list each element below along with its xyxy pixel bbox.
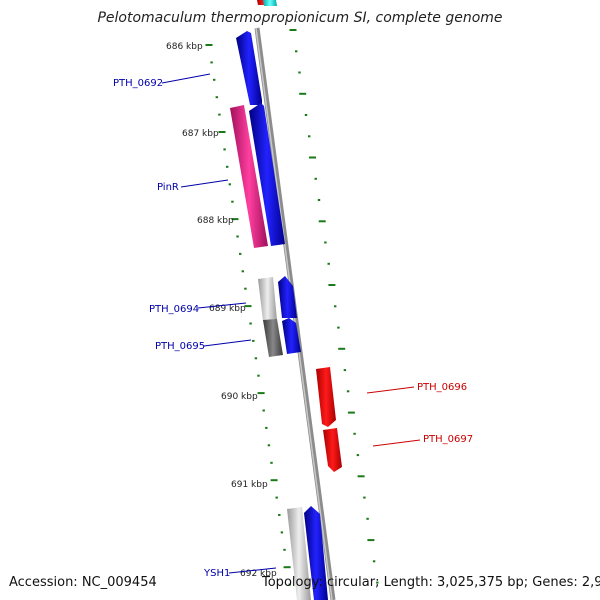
leader-pth0696: [366, 386, 415, 394]
gene-pth0697-bar[interactable]: [323, 428, 342, 472]
tick-ring-inner: [205, 44, 291, 586]
leader-ysh1: [228, 567, 277, 574]
gene-pth0694-grey[interactable]: [258, 277, 277, 321]
tick-label-689kbp: 689 kbp: [209, 304, 246, 314]
gene-ysh1-grey[interactable]: [287, 507, 311, 600]
tick-label-687kbp: 687 kbp: [182, 129, 219, 139]
gene-label-pth0692[interactable]: PTH_0692: [113, 78, 163, 89]
gene-label-pth0697[interactable]: PTH_0697: [423, 434, 473, 445]
accession-text: Accession: NC_009454: [9, 575, 157, 590]
gene-top-cyan[interactable]: [263, 0, 277, 6]
leader-pinR: [180, 179, 229, 188]
gene-pinR-bar[interactable]: [230, 105, 268, 248]
gene-pth0692-arrow[interactable]: [236, 31, 262, 105]
topology-text: Topology: circular; Length: 3,025,375 bp…: [262, 575, 600, 590]
tick-label-692kbp: 692 kbp: [240, 569, 277, 579]
gene-label-pth0695[interactable]: PTH_0695: [155, 341, 205, 352]
leader-pth0692: [161, 73, 211, 84]
gene-label-pth0694[interactable]: PTH_0694: [149, 304, 199, 315]
tick-label-690kbp: 690 kbp: [221, 392, 258, 402]
tick-label-686kbp: 686 kbp: [166, 42, 203, 52]
gene-pth0695-dark[interactable]: [263, 319, 283, 357]
tick-label-691kbp: 691 kbp: [231, 480, 268, 490]
gene-pinR-neighbor-blue[interactable]: [249, 103, 285, 246]
gene-label-ysh1[interactable]: YSH1: [203, 568, 230, 579]
gene-pth0696-bar[interactable]: [316, 367, 336, 427]
gene-label-pth0696[interactable]: PTH_0696: [417, 382, 467, 393]
gene-label-pinR[interactable]: PinR: [157, 182, 179, 193]
tick-ring-outer: [289, 29, 379, 584]
genome-title: Pelotomaculum thermopropionicum SI, comp…: [97, 10, 503, 26]
leader-pth0695: [203, 339, 252, 347]
gene-pth0695-arrow[interactable]: [282, 318, 301, 354]
tick-label-688kbp: 688 kbp: [197, 216, 234, 226]
gene-pth0694-arrow[interactable]: [278, 276, 297, 318]
leader-pth0694: [197, 302, 247, 309]
gene-ysh1-neighbor-blue[interactable]: [304, 506, 328, 600]
leader-pth0697: [372, 439, 421, 447]
